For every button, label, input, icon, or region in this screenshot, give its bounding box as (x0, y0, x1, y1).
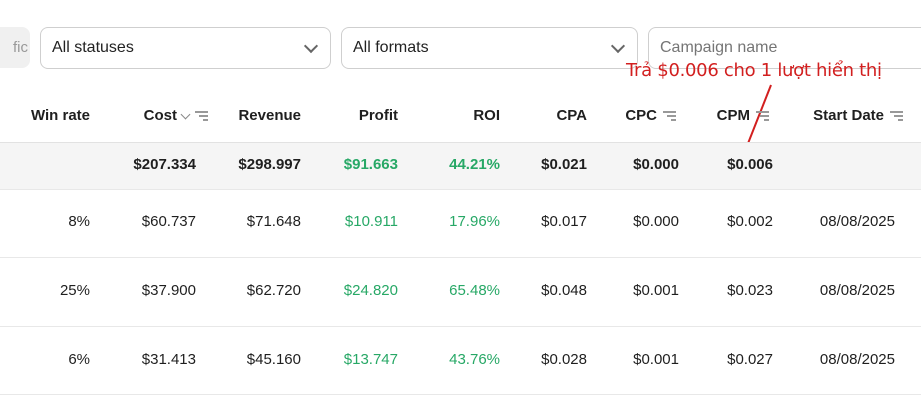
cell-profit: $24.820 (343, 282, 398, 299)
cell-cpc: $0.001 (633, 282, 679, 299)
cell-cost: $60.737 (141, 213, 196, 230)
column-header-label: Win rate (30, 107, 90, 124)
cell-cpa: $0.048 (541, 282, 587, 299)
column-header-roi[interactable]: ROI (340, 104, 500, 128)
format-select[interactable]: All formats (341, 27, 638, 69)
chevron-down-icon (610, 38, 626, 54)
chevron-down-icon (303, 38, 319, 54)
filter-icon[interactable] (663, 111, 676, 121)
cell-roi: 65.48% (449, 282, 500, 299)
cell-cpc: $0.001 (633, 351, 679, 368)
summary-roi: 44.21% (449, 156, 500, 173)
column-header-win-rate[interactable]: Win rate (0, 104, 90, 128)
column-header-label: CPM (716, 107, 750, 124)
summary-profit: $91.663 (343, 156, 398, 173)
status-select[interactable]: All statuses (40, 27, 331, 69)
summary-cpc: $0.000 (633, 156, 679, 173)
format-select-value: All formats (353, 39, 429, 56)
summary-cost: $207.334 (133, 156, 196, 173)
column-header-label: CPC (625, 107, 657, 124)
summary-cpm: $0.006 (727, 156, 773, 173)
cell-cpm: $0.027 (727, 351, 773, 368)
summary-row (0, 142, 921, 190)
cell-cpm: $0.002 (727, 213, 773, 230)
status-select-value: All statuses (52, 39, 134, 56)
column-header-label: Profit (358, 107, 398, 124)
row-divider (0, 326, 921, 327)
cell-profit: $10.911 (344, 213, 398, 230)
cell-revenue: $71.648 (246, 213, 301, 230)
cell-cpc: $0.000 (633, 213, 679, 230)
filter-icon[interactable] (890, 111, 903, 121)
column-header-label: Start Date (813, 107, 884, 124)
cell-revenue: $62.720 (246, 282, 301, 299)
column-header-cost[interactable]: Cost (48, 104, 208, 128)
column-header-cpc[interactable]: CPC (516, 104, 676, 128)
filter-icon[interactable] (756, 111, 769, 121)
column-header-label: Cost (143, 107, 177, 124)
column-header-label: ROI (473, 107, 500, 124)
cell-roi: 17.96% (449, 213, 500, 230)
cell-profit: $13.747 (343, 351, 398, 368)
column-header-cpm[interactable]: CPM (609, 104, 769, 128)
traffic-filter-chip[interactable]: fic (0, 27, 30, 68)
column-header-profit[interactable]: Profit (238, 104, 398, 128)
cell-cpa: $0.028 (541, 351, 587, 368)
row-divider (0, 394, 921, 395)
cell-cpa: $0.017 (541, 213, 587, 230)
column-header-label: Revenue (238, 107, 301, 124)
annotation-text: Trả $0.006 cho 1 lượt hiển thị (626, 60, 882, 81)
cell-win-rate: 25% (59, 282, 90, 299)
column-header-start-date[interactable]: Start Date (743, 104, 903, 128)
campaign-name-input[interactable] (648, 27, 921, 69)
cell-revenue: $45.160 (246, 351, 301, 368)
filter-icon[interactable] (195, 111, 208, 121)
cell-start-date: 08/08/2025 (819, 213, 895, 230)
cell-cost: $37.900 (141, 282, 196, 299)
cell-cost: $31.413 (141, 351, 196, 368)
cell-roi: 43.76% (449, 351, 500, 368)
summary-cpa: $0.021 (541, 156, 587, 173)
cell-start-date: 08/08/2025 (819, 351, 895, 368)
cell-cpm: $0.023 (727, 282, 773, 299)
cell-win-rate: 6% (68, 351, 90, 368)
row-divider (0, 257, 921, 258)
column-header-label: CPA (556, 107, 587, 124)
column-header-cpa[interactable]: CPA (427, 104, 587, 128)
column-header-revenue[interactable]: Revenue (141, 104, 301, 128)
cell-start-date: 08/08/2025 (819, 282, 895, 299)
cell-win-rate: 8% (68, 213, 90, 230)
summary-revenue: $298.997 (238, 156, 301, 173)
